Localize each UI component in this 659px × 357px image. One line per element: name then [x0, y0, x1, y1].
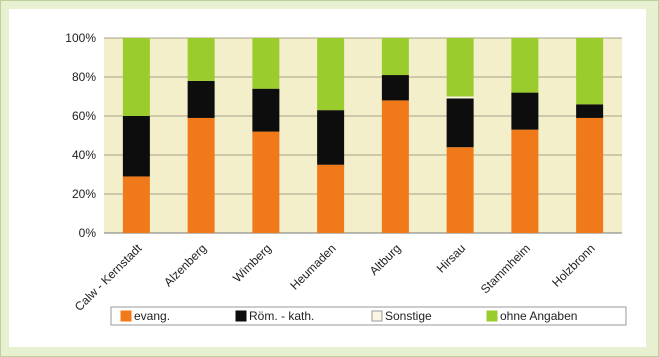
- y-tick-label: 40%: [72, 148, 96, 162]
- bar-r-m-kath-holzbronn: [576, 104, 604, 118]
- bar-ohne-angaben-heumaden: [317, 38, 345, 111]
- x-tick-label: Heumaden: [287, 241, 338, 292]
- bar-ohne-angaben-wimberg: [252, 38, 280, 89]
- legend-label-sonstige: Sonstige: [385, 309, 432, 323]
- bar-r-m-kath-hirsau: [446, 98, 474, 148]
- x-tick-label: Calw - Kernstadt: [72, 241, 145, 314]
- legend-swatch-r-m-kath: [235, 310, 247, 322]
- bar-evang-holzbronn: [576, 117, 604, 233]
- y-tick-label: 100%: [65, 31, 96, 45]
- bar-evang-calw-kernstadt: [122, 176, 150, 233]
- x-tick-label: Altburg: [367, 241, 404, 278]
- legend-swatch-ohne-angaben: [486, 310, 498, 322]
- x-tick-label: Hirsau: [434, 241, 468, 275]
- x-tick-label: Holzbronn: [549, 241, 598, 290]
- bar-ohne-angaben-altburg: [381, 38, 409, 76]
- bar-ohne-angaben-stammheim: [511, 38, 539, 93]
- plot-area: [104, 38, 622, 233]
- bar-evang-alzenberg: [187, 117, 215, 233]
- bar-ohne-angaben-hirsau: [446, 38, 474, 97]
- y-tick-label: 60%: [72, 109, 96, 123]
- bar-r-m-kath-heumaden: [317, 110, 345, 165]
- bar-evang-altburg: [381, 100, 409, 234]
- bar-ohne-angaben-calw-kernstadt: [122, 38, 150, 116]
- y-tick-label: 0%: [79, 226, 97, 240]
- bar-evang-heumaden: [317, 164, 345, 233]
- y-tick-label: 20%: [72, 187, 96, 201]
- legend-swatch-sonstige: [371, 310, 383, 322]
- legend-label-ohne-angaben: ohne Angaben: [500, 309, 577, 323]
- bar-r-m-kath-stammheim: [511, 92, 539, 130]
- bar-evang-hirsau: [446, 147, 474, 233]
- legend-label-evang: evang.: [134, 309, 170, 323]
- bar-ohne-angaben-alzenberg: [187, 38, 215, 81]
- bar-r-m-kath-alzenberg: [187, 80, 215, 118]
- bar-r-m-kath-calw-kernstadt: [122, 116, 150, 177]
- bar-r-m-kath-altburg: [381, 75, 409, 101]
- bar-ohne-angaben-holzbronn: [576, 38, 604, 105]
- legend-swatch-evang: [120, 310, 132, 322]
- bar-sonstige-hirsau: [446, 96, 474, 99]
- bar-evang-stammheim: [511, 129, 539, 233]
- x-tick-label: Stammheim: [478, 241, 533, 296]
- bar-evang-wimberg: [252, 131, 280, 233]
- x-tick-label: Wimberg: [230, 241, 274, 285]
- legend-label-r-m-kath: Röm. - kath.: [249, 309, 314, 323]
- bar-r-m-kath-wimberg: [252, 88, 280, 132]
- x-tick-label: Alzenberg: [161, 241, 209, 289]
- y-tick-label: 80%: [72, 70, 96, 84]
